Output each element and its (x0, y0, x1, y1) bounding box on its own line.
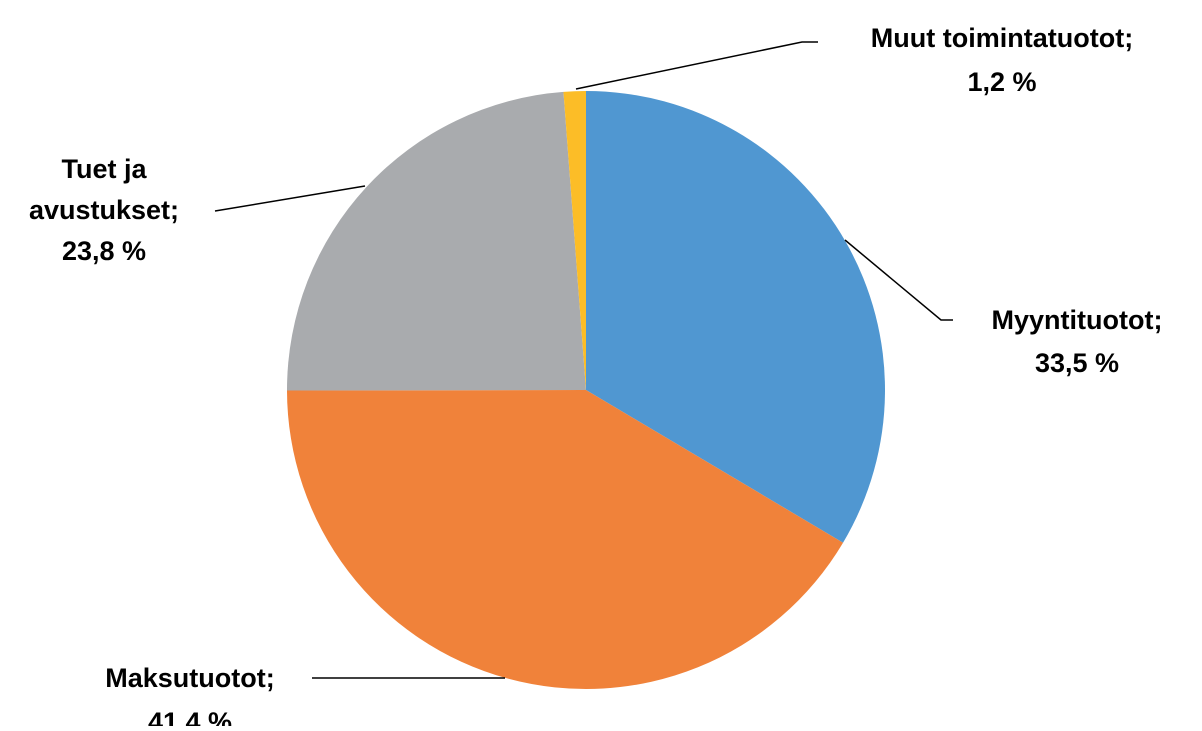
data-label-line: Muut toimintatuotot; (871, 23, 1133, 53)
leader-line-myyntituotot (844, 239, 953, 321)
data-label-tuet-ja-avustukset: Tuet ja avustukset; 23,8 % (29, 154, 179, 266)
data-label-maksutuotot: Maksutuotot; 41,4 % (105, 663, 274, 726)
data-label-line: 41,4 % (148, 707, 232, 726)
data-label-line: 1,2 % (967, 67, 1036, 97)
data-label-line: 23,8 % (62, 236, 146, 266)
pie-slice-muut-toimintatuotot (563, 91, 586, 390)
data-label-muut-toimintatuotot: Muut toimintatuotot; 1,2 % (871, 23, 1133, 97)
data-label-line: avustukset; (29, 195, 179, 225)
data-label-line: Maksutuotot; (105, 663, 274, 693)
leader-lines (214, 41, 953, 679)
pie-slice-maksutuotot (287, 390, 844, 690)
data-label-myyntituotot: Myyntituotot; 33,5 % (992, 305, 1163, 378)
pie-slice-myyntituotot (586, 91, 885, 543)
leader-line-tuet-ja-avustukset (214, 185, 366, 212)
leader-line-muut-toimintatuotot (575, 41, 818, 90)
data-label-line: 33,5 % (1035, 348, 1119, 378)
pie-slice-tuet-ja-avustukset (287, 91, 586, 391)
pie-slices (287, 91, 885, 690)
data-label-line: Myyntituotot; (992, 305, 1163, 335)
data-labels: Myyntituotot; 33,5 % Maksutuotot; 41,4 % Tue… (29, 23, 1163, 731)
data-label-line: Tuet ja (61, 154, 147, 184)
